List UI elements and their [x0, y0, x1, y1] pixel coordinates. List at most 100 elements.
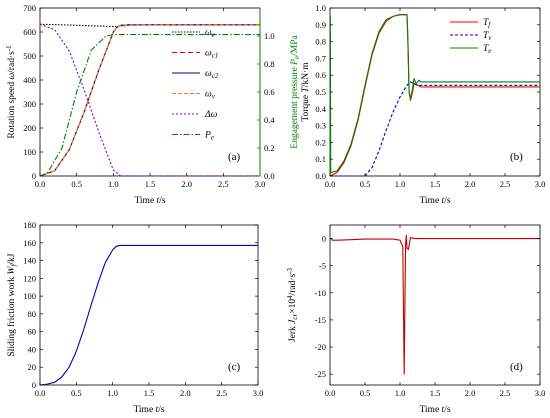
plot-frame-a	[39, 7, 261, 177]
x-tick-label: 2.5	[216, 388, 227, 398]
legend-label: Te	[483, 44, 491, 55]
legend-label: Δω	[204, 110, 218, 120]
x-tick-label: 0.5	[360, 179, 371, 189]
y2-tick-label: 0.8	[264, 59, 275, 69]
x-tick-label: 1.0	[395, 179, 406, 189]
x-tick-label: 1.0	[108, 179, 119, 189]
legend-label: ωv	[205, 90, 216, 101]
x-tick-label: 3.0	[255, 179, 266, 189]
x-tick-label: 1.5	[145, 179, 156, 189]
y-tick-label: 20	[28, 362, 37, 372]
x-tick-label: 0.0	[325, 388, 336, 398]
x-tick-label: 0.5	[71, 179, 82, 189]
x-tick-label: 1.5	[430, 388, 441, 398]
y2-tick-label: 0.2	[264, 143, 275, 153]
x-tick-label: 2.5	[500, 179, 511, 189]
y2-axis-label-a: Engagement pressure Pe/MPa	[290, 35, 301, 149]
x-axis-label-b: Time t/s	[419, 196, 450, 206]
y2-tick-label: 0.0	[264, 171, 275, 181]
panel-d: 0.0 0.5 1.0 1.5 2.0 2.5 3.0 0 -5 -10 -15 -20 -25 Tim…	[286, 224, 546, 415]
panel-b: 0.0 0.5 1.0 1.5 2.0 2.5 3.0 0.0 0.1 0.2 0.3 0.4 0.5 0…	[301, 3, 545, 206]
y2-tick-label: 0.6	[264, 87, 275, 97]
y-tick-label: 60	[28, 327, 37, 337]
panel-label-c: (c)	[228, 361, 241, 373]
x-tick-label: 3.0	[535, 388, 546, 398]
y-tick-label: 0.9	[315, 20, 326, 30]
y-tick-label: 0.0	[315, 171, 326, 181]
y-tick-label: 0.5	[315, 87, 326, 97]
series-line-d-0	[330, 234, 540, 375]
x-axis-label-d: Time t/s	[419, 405, 450, 415]
y-tick-label: 140	[23, 256, 36, 266]
x-tick-label: 2.0	[181, 179, 192, 189]
y-tick-label: 500	[23, 51, 36, 61]
x-tick-label: 1.0	[107, 388, 118, 398]
x-tick-label: 0.0	[35, 179, 46, 189]
x-tick-label: 0.5	[360, 388, 371, 398]
y-tick-label: 1.0	[315, 3, 326, 13]
y-tick-label: 0.4	[315, 104, 326, 114]
y-tick-label: 80	[28, 309, 37, 319]
y-tick-label: 200	[23, 123, 36, 133]
series-line-a-4	[39, 23, 260, 177]
y-tick-label: 0.8	[315, 37, 326, 47]
x-tick-label: 1.5	[430, 179, 441, 189]
y-tick-label: 120	[23, 273, 36, 283]
y-tick-label: -10	[315, 288, 326, 298]
legend-label: Tf	[483, 18, 491, 29]
panel-label-b: (b)	[510, 151, 523, 163]
y-tick-label: 160	[23, 238, 36, 248]
x-tick-label: 2.5	[500, 388, 511, 398]
y-axis-label-c: Sliding friction work Wf/kJ	[6, 253, 18, 356]
x-tick-label: 2.0	[465, 179, 476, 189]
legend-b: Tf Tv Te	[450, 18, 492, 55]
plot-frame-d	[329, 224, 541, 386]
panel-label-d: (d)	[510, 361, 523, 373]
y-axis-label-a: Rotation speed ω/rad·s-1	[5, 45, 17, 139]
legend-label: ωc1	[205, 49, 218, 60]
y2-tick-label: 1.0	[264, 31, 275, 41]
x-tick-label: 0.0	[325, 179, 336, 189]
panel-a: 0.0 0.5 1.0 1.5 2.0 2.5 3.0 0 100 200 300 400 500 600…	[5, 3, 301, 206]
panel-label-a: (a)	[228, 151, 241, 163]
y-tick-label: -20	[315, 342, 326, 352]
y-tick-label: 0.3	[315, 121, 326, 131]
y-tick-label: 400	[23, 75, 36, 85]
y-tick-label: 0.6	[315, 70, 326, 80]
y-tick-label: 180	[23, 220, 36, 230]
y-tick-label: -15	[315, 315, 326, 325]
y-tick-label: 600	[23, 27, 36, 37]
series-line-a-2	[39, 24, 260, 177]
legend-label: ωe	[205, 28, 215, 39]
y-tick-label: 40	[28, 344, 37, 354]
x-tick-label: 3.0	[535, 179, 546, 189]
x-tick-label: 2.0	[465, 388, 476, 398]
y-axis-label-b: Torque T/kN·m	[301, 62, 311, 122]
series-line-a-5	[39, 34, 260, 177]
y-tick-label: 700	[23, 3, 36, 13]
y-axis-label-d: Jerk Jcr×104/rad·s-3	[286, 267, 299, 342]
series-line-b-2	[329, 14, 540, 177]
y-tick-label: 0.1	[315, 154, 326, 164]
y-tick-label: 0.2	[315, 137, 326, 147]
legend-label: Tv	[483, 31, 492, 42]
x-tick-label: 1.5	[144, 388, 155, 398]
y-tick-label: -25	[315, 369, 326, 379]
x-axis-label-c: Time t/s	[133, 405, 164, 415]
y-tick-label: 100	[23, 291, 36, 301]
plot-frame-c	[39, 224, 259, 386]
x-tick-label: 1.0	[395, 388, 406, 398]
y-tick-label: 0	[322, 234, 326, 244]
x-tick-label: 2.5	[218, 179, 229, 189]
x-tick-label: 0.5	[71, 388, 82, 398]
y2-tick-label: 0.4	[264, 115, 275, 125]
panel-c: 0.0 0.5 1.0 1.5 2.0 2.5 3.0 0 20 40 60 80 100 120 140 1…	[6, 220, 263, 415]
y-tick-label: 300	[23, 99, 36, 109]
x-tick-label: 3.0	[253, 388, 264, 398]
y-tick-label: 0	[32, 380, 36, 390]
series-line-c-0	[39, 244, 258, 386]
series-line-b-1	[330, 81, 540, 177]
x-axis-label-a: Time t/s	[134, 196, 165, 206]
legend-label: ωc2	[205, 69, 219, 80]
